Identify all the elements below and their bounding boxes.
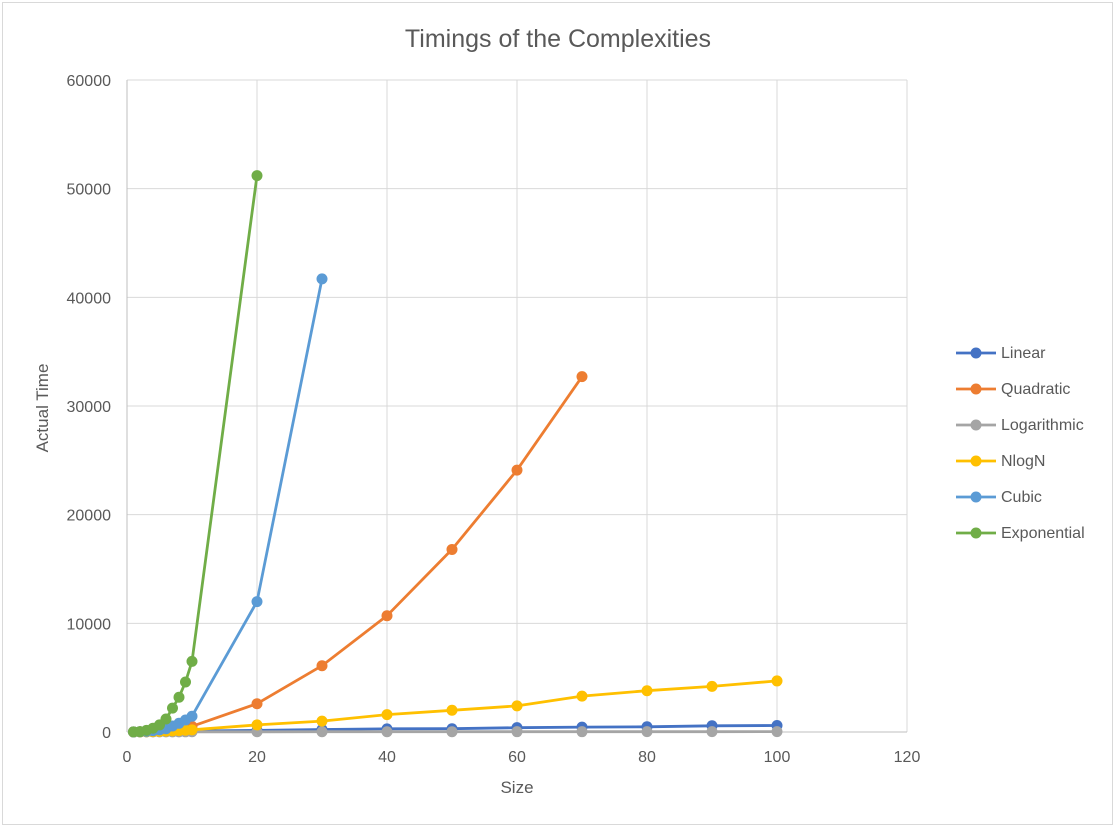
chart: Timings of the Complexities 0 10000 20000 3…: [3, 3, 1114, 826]
legend-swatch-marker: [971, 348, 982, 359]
data-point-logarithmic: [707, 726, 718, 737]
series-exponential: [128, 170, 263, 737]
legend-swatch-marker: [971, 384, 982, 395]
data-point-nlogn: [252, 719, 263, 730]
legend-item-quadratic: Quadratic: [956, 381, 1070, 398]
data-point-exponential: [187, 656, 198, 667]
data-point-nlogn: [187, 724, 198, 735]
y-tick-label: 20000: [67, 508, 112, 525]
y-axis-title: Actual Time: [33, 364, 52, 453]
x-tick-label: 100: [764, 749, 791, 766]
y-tick-label: 60000: [67, 73, 112, 90]
data-point-quadratic: [252, 698, 263, 709]
x-tick-label: 40: [378, 749, 396, 766]
legend-item-cubic: Cubic: [956, 489, 1042, 506]
series-line-cubic: [134, 279, 323, 732]
data-point-nlogn: [577, 691, 588, 702]
data-point-cubic: [187, 711, 198, 722]
data-point-exponential: [167, 703, 178, 714]
x-tick-label: 120: [894, 749, 921, 766]
data-point-exponential: [252, 170, 263, 181]
data-point-nlogn: [447, 705, 458, 716]
y-tick-label: 40000: [67, 290, 112, 307]
data-point-quadratic: [512, 465, 523, 476]
data-point-quadratic: [317, 660, 328, 671]
legend: Linear Quadratic Logarithmic NlogN Cubic Expo…: [956, 345, 1085, 542]
data-point-exponential: [174, 692, 185, 703]
x-tick-label: 0: [123, 749, 132, 766]
data-point-nlogn: [772, 675, 783, 686]
data-point-quadratic: [577, 371, 588, 382]
legend-swatch-marker: [971, 492, 982, 503]
gridlines: [127, 80, 907, 732]
legend-swatch-marker: [971, 528, 982, 539]
x-tick-label: 20: [248, 749, 266, 766]
y-tick-label: 10000: [67, 616, 112, 633]
series-layer: [128, 170, 783, 737]
chart-title: Timings of the Complexities: [405, 25, 711, 53]
x-tick-label: 60: [508, 749, 526, 766]
data-point-quadratic: [382, 610, 393, 621]
data-point-logarithmic: [317, 726, 328, 737]
series-cubic: [128, 273, 328, 737]
series-quadratic: [128, 371, 588, 737]
data-point-nlogn: [512, 700, 523, 711]
data-point-nlogn: [707, 681, 718, 692]
data-point-exponential: [180, 677, 191, 688]
y-tick-label: 0: [102, 725, 111, 742]
series-line-exponential: [134, 176, 258, 732]
data-point-logarithmic: [447, 726, 458, 737]
legend-item-logarithmic: Logarithmic: [956, 417, 1084, 434]
data-point-nlogn: [317, 716, 328, 727]
y-tick-label: 50000: [67, 182, 112, 199]
x-axis-title: Size: [500, 778, 533, 797]
data-point-logarithmic: [772, 726, 783, 737]
legend-item-linear: Linear: [956, 345, 1046, 362]
legend-swatch-marker: [971, 456, 982, 467]
data-point-cubic: [317, 273, 328, 284]
legend-label: Quadratic: [1001, 381, 1070, 398]
series-line-quadratic: [134, 377, 583, 732]
data-point-quadratic: [447, 544, 458, 555]
y-tick-label: 30000: [67, 399, 112, 416]
legend-label: NlogN: [1001, 453, 1045, 470]
legend-swatch-marker: [971, 420, 982, 431]
data-point-exponential: [161, 713, 172, 724]
legend-item-nlogn: NlogN: [956, 453, 1045, 470]
legend-item-exponential: Exponential: [956, 525, 1085, 542]
data-point-logarithmic: [577, 726, 588, 737]
data-point-nlogn: [382, 709, 393, 720]
legend-label: Cubic: [1001, 489, 1042, 506]
data-point-logarithmic: [512, 726, 523, 737]
data-point-logarithmic: [642, 726, 653, 737]
data-point-logarithmic: [382, 726, 393, 737]
legend-label: Exponential: [1001, 525, 1085, 542]
x-tick-label: 80: [638, 749, 656, 766]
legend-label: Linear: [1001, 345, 1046, 362]
data-point-nlogn: [642, 685, 653, 696]
legend-label: Logarithmic: [1001, 417, 1084, 434]
data-point-cubic: [252, 596, 263, 607]
